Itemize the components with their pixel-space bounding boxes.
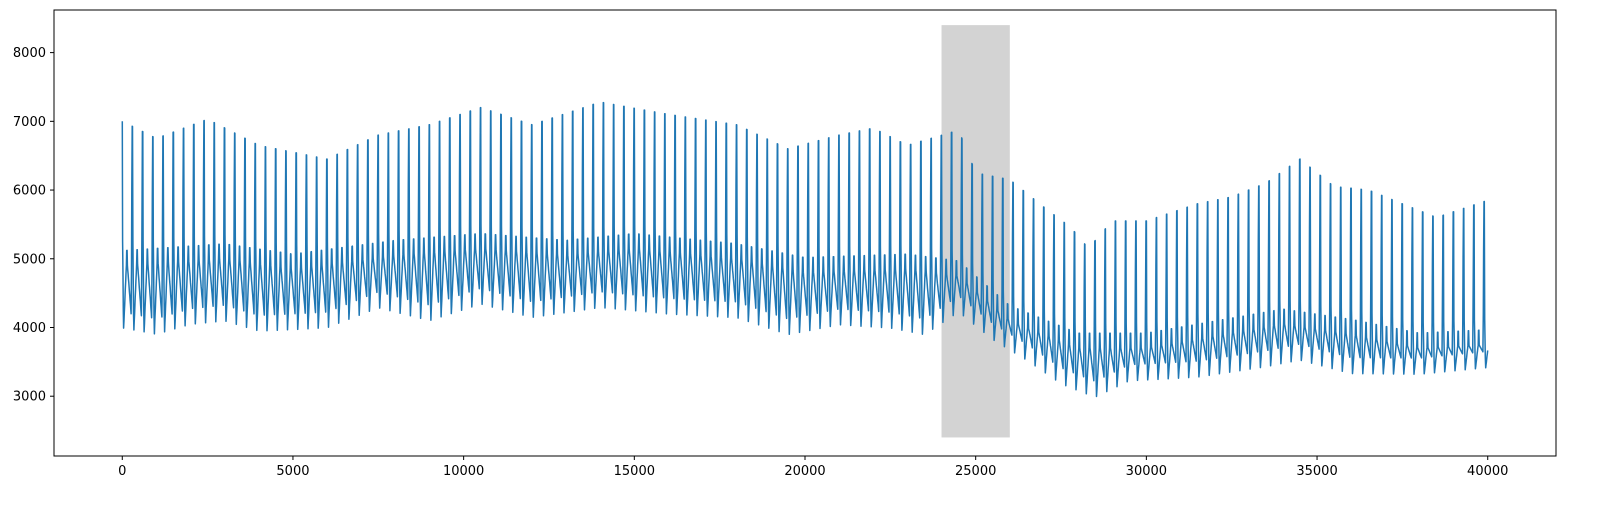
x-tick-label: 40000 bbox=[1467, 464, 1508, 479]
series-layer bbox=[121, 101, 1489, 398]
x-tick-label: 15000 bbox=[614, 464, 655, 479]
y-tick-label: 8000 bbox=[13, 46, 46, 61]
highlight-layer bbox=[941, 25, 1010, 438]
y-tick-label: 7000 bbox=[13, 115, 46, 130]
x-tick-label: 20000 bbox=[784, 464, 825, 479]
x-tick-label: 10000 bbox=[443, 464, 484, 479]
x-tick-label: 5000 bbox=[276, 464, 309, 479]
y-tick-label: 6000 bbox=[13, 184, 46, 199]
x-tick-label: 30000 bbox=[1126, 464, 1167, 479]
axes-layer: 0 5000 10000 15000 20000 25000 30000 35000 40000… bbox=[13, 9, 1557, 479]
y-tick-label: 5000 bbox=[13, 252, 46, 267]
series-line-0 bbox=[121, 101, 1489, 398]
x-tick-label: 35000 bbox=[1296, 464, 1337, 479]
highlight-span bbox=[941, 25, 1010, 438]
y-tick-label: 3000 bbox=[13, 390, 46, 405]
x-tick-label: 25000 bbox=[955, 464, 996, 479]
y-tick-label: 4000 bbox=[13, 321, 46, 336]
x-tick-label: 0 bbox=[118, 464, 126, 479]
